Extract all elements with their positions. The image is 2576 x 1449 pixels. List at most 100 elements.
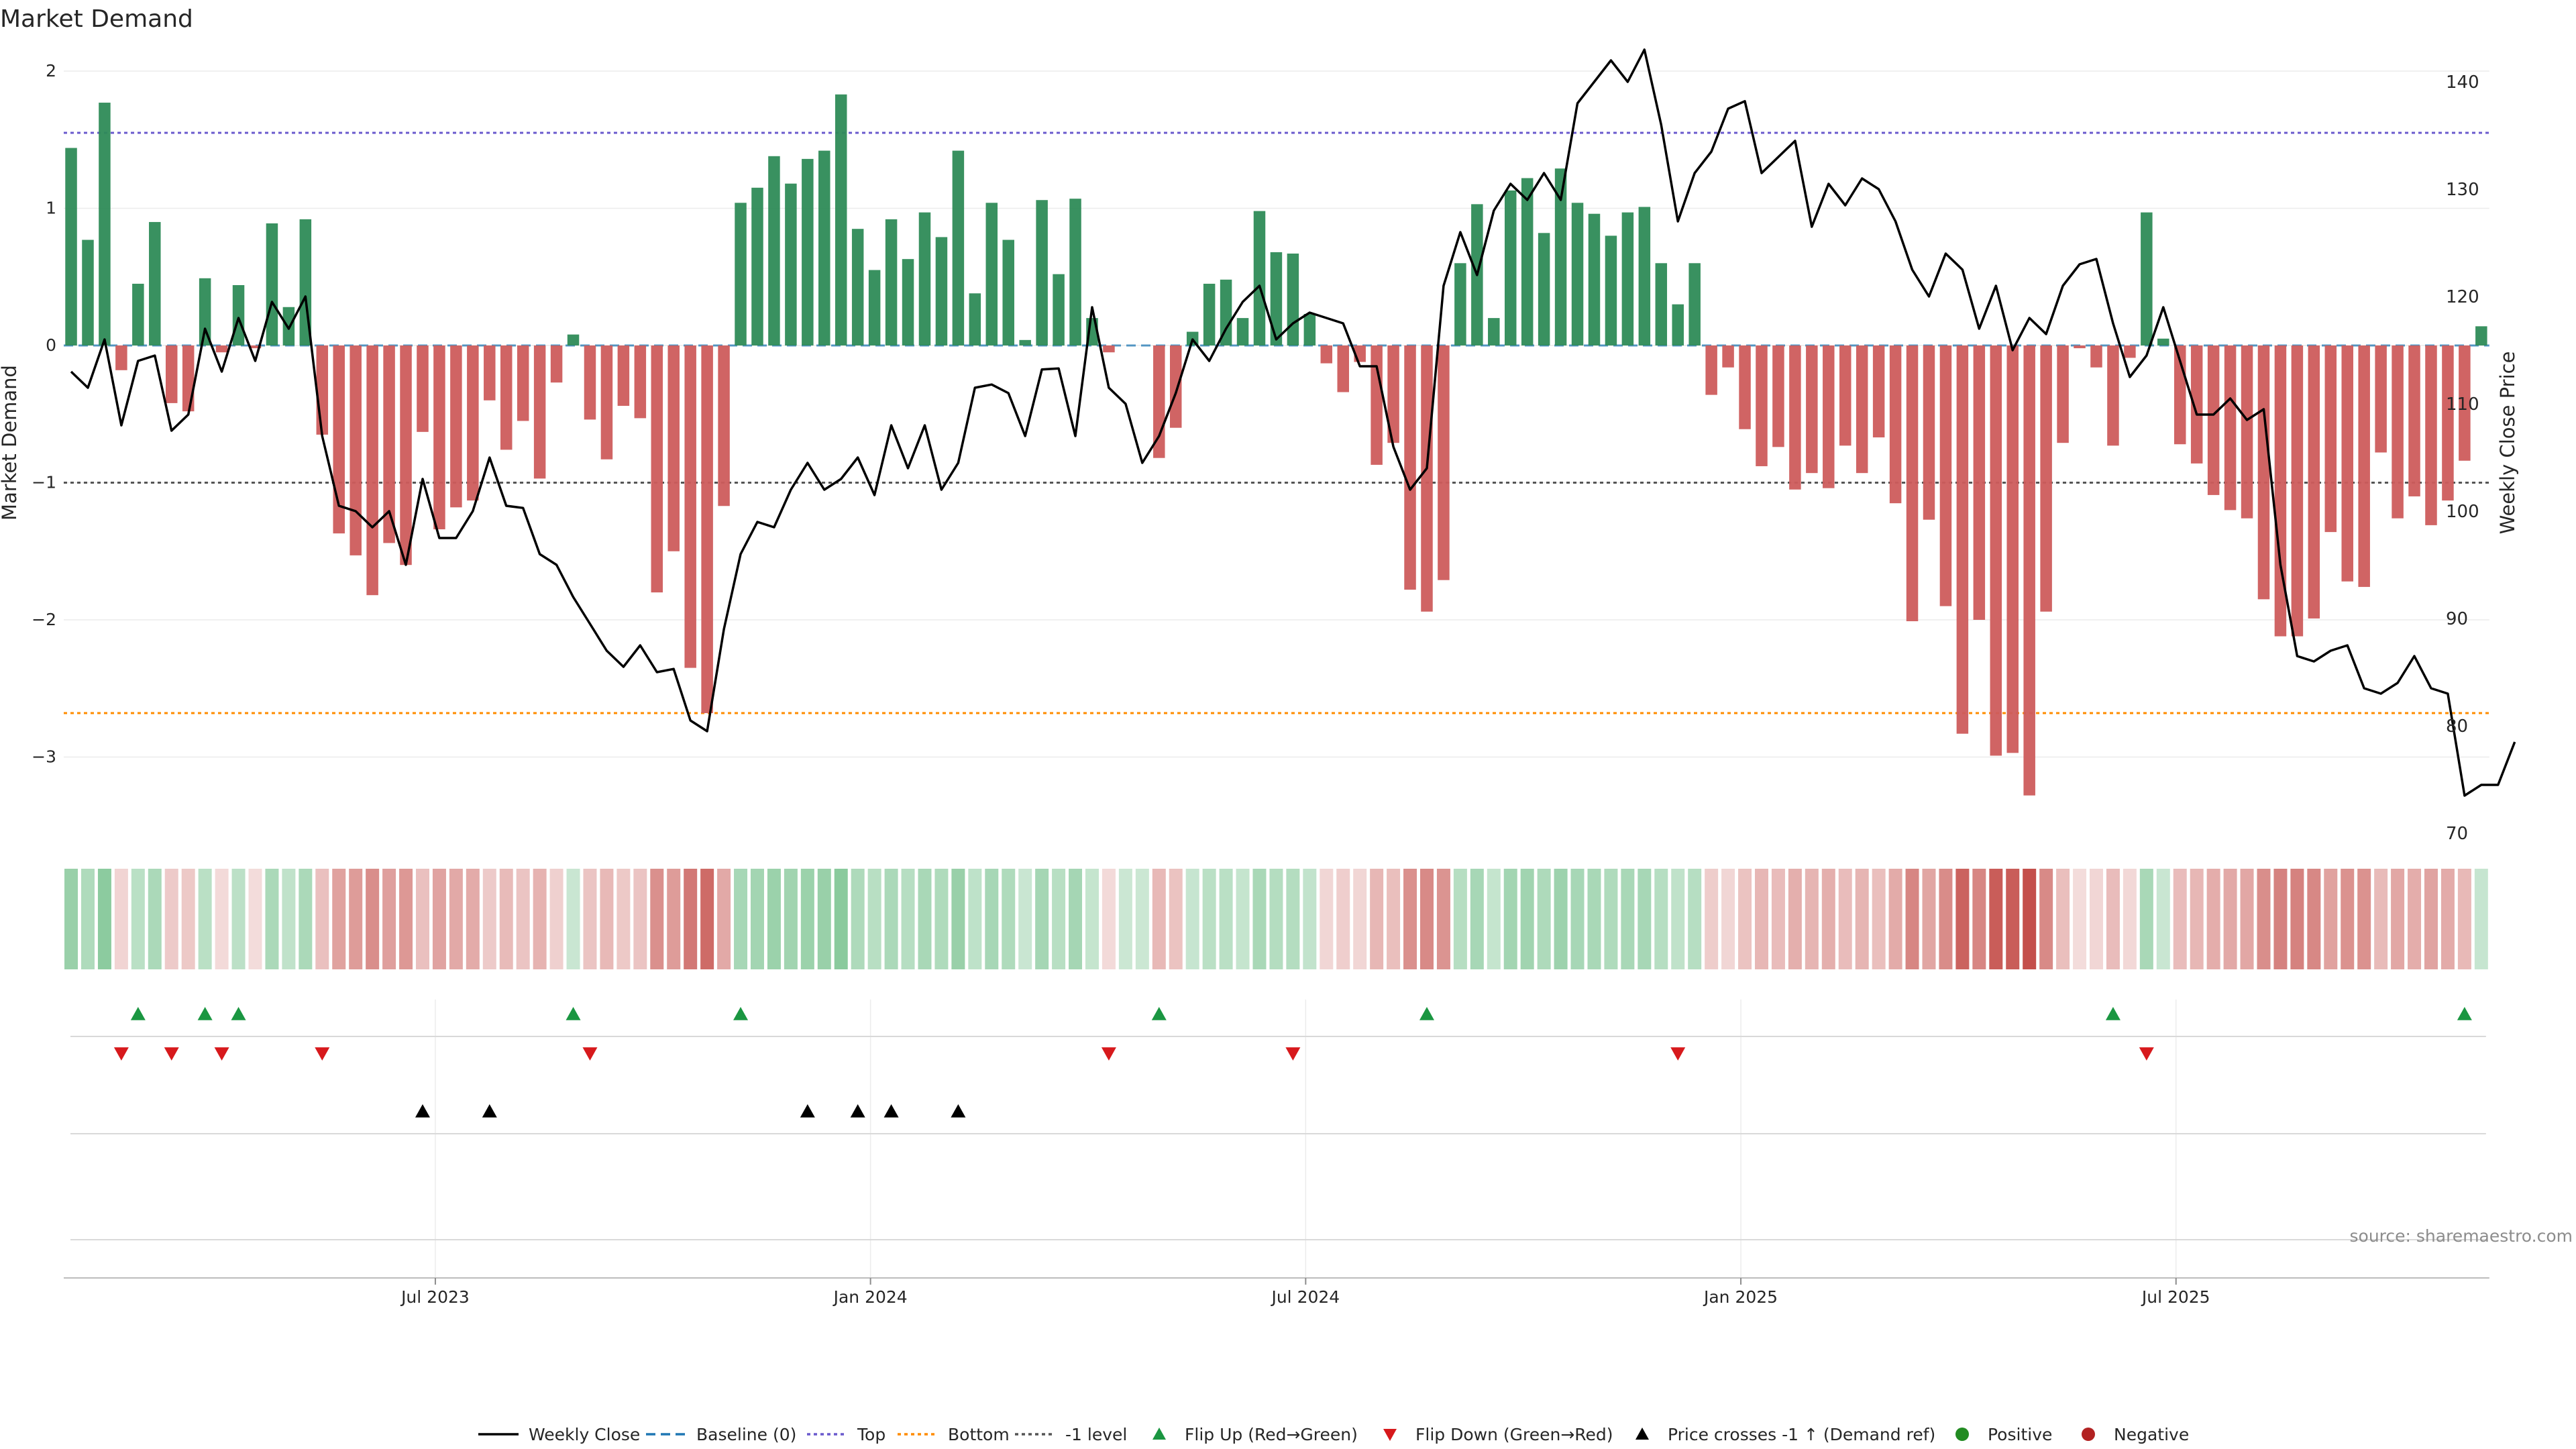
negative-bar (634, 345, 647, 419)
negative-bar (684, 345, 696, 668)
positive-bar (768, 156, 780, 346)
weekly-close-line (70, 48, 2516, 797)
negative-bar (400, 345, 412, 566)
positive-bar (65, 148, 77, 345)
heat-cell (1286, 869, 1300, 969)
heat-cell (97, 869, 111, 969)
heat-cell (198, 869, 212, 969)
heat-cell (1002, 869, 1016, 969)
heat-cell (2273, 869, 2288, 969)
heat-cell (1888, 869, 1902, 969)
heat-cell (2440, 869, 2455, 969)
heat-cell (1654, 869, 1668, 969)
heat-cell (64, 869, 78, 969)
negative-bar (1956, 345, 1969, 734)
heat-cell (299, 869, 313, 969)
heat-cell (1621, 869, 1635, 969)
heat-cell (1972, 869, 1986, 969)
heat-cell (1838, 869, 1852, 969)
negative-bar (1320, 345, 1333, 364)
y-tick-label: 0 (46, 335, 56, 355)
price-cross-marker (850, 1104, 865, 1118)
legend-label: Negative (2114, 1425, 2189, 1444)
negative-bar (1923, 345, 1935, 520)
heat-cell (1470, 869, 1484, 969)
heat-cell (1018, 869, 1032, 969)
flip-down-marker (1285, 1047, 1301, 1061)
heat-cell (1671, 869, 1685, 969)
price-cross-marker (951, 1104, 966, 1118)
heat-cell (1705, 869, 1719, 969)
positive-bar (1454, 263, 1466, 345)
negative-bar (350, 345, 362, 555)
chart-title: Market Demand (0, 5, 193, 33)
heat-cell (2240, 869, 2254, 969)
heat-cell (2173, 869, 2187, 969)
negative-bar (1939, 345, 1952, 606)
heat-cell (366, 869, 380, 969)
negative-bar (1889, 345, 1902, 504)
negative-bar (316, 345, 329, 435)
negative-bar (1387, 345, 1399, 443)
positive-bar (1287, 253, 1299, 345)
heat-cell (951, 869, 965, 969)
negative-bar (667, 345, 680, 551)
heat-cell (80, 869, 95, 969)
negative-bar (2241, 345, 2253, 519)
legend-label: Baseline (0) (696, 1425, 796, 1444)
negative-bar (433, 345, 445, 530)
positive-bar (199, 278, 211, 345)
heat-cell (1688, 869, 1702, 969)
axes: 2 1 0 −1 −2 −3 140 130 120 110 100 90 80 70 Jul 2023 Ja… (0, 61, 2519, 1307)
positive-bar (885, 219, 898, 345)
heat-cell (265, 869, 279, 969)
heat-cell (717, 869, 731, 969)
heat-cell (1520, 869, 1534, 969)
legend-label: Price crosses -1 ↑ (Demand ref) (1668, 1425, 1935, 1444)
positive-bar (232, 285, 245, 345)
flip-down-marker (113, 1047, 129, 1061)
y2-tick-label: 70 (2446, 824, 2468, 844)
heat-cell (901, 869, 915, 969)
negative-bar (1404, 345, 1416, 590)
legend-label: Bottom (948, 1425, 1010, 1444)
heat-cell (1955, 869, 1970, 969)
heat-cell (700, 869, 714, 969)
heat-cell (834, 869, 848, 969)
y2-tick-label: 100 (2446, 502, 2479, 522)
positive-bar (1270, 252, 1283, 345)
heat-cell (2357, 869, 2371, 969)
negative-bar (2291, 345, 2304, 637)
positive-bar (149, 221, 161, 345)
heat-cell (968, 869, 982, 969)
heat-cell (1085, 869, 1099, 969)
heat-cell (867, 869, 881, 969)
heat-cell (2056, 869, 2070, 969)
positive-bar (969, 293, 981, 345)
positive-bar (1253, 211, 1266, 345)
negative-bar (366, 345, 378, 596)
heat-cell (1169, 869, 1183, 969)
flip-down-marker (2139, 1047, 2154, 1061)
y-axis-label: Market Demand (0, 365, 21, 521)
positive-bar (99, 103, 111, 345)
heat-cell (1805, 869, 1819, 969)
heat-cell (1152, 869, 1166, 969)
negative-bar (1906, 345, 1919, 622)
legend-label: Top (857, 1425, 885, 1444)
heat-cell (1419, 869, 1434, 969)
heat-cell (633, 869, 647, 969)
negative-bar (484, 345, 496, 400)
negative-bar (2425, 345, 2437, 525)
flip-up-marker (1151, 1007, 1167, 1020)
positive-bar (567, 334, 580, 345)
heat-cell (2474, 869, 2488, 969)
heat-cell (2457, 869, 2471, 969)
heat-cell (750, 869, 764, 969)
negative-bar (333, 345, 345, 534)
positive-bar (935, 237, 948, 345)
negative-bar (2124, 345, 2136, 358)
heat-cell (1587, 869, 1601, 969)
heat-cell (1135, 869, 1149, 969)
negative-bar (2408, 345, 2420, 496)
